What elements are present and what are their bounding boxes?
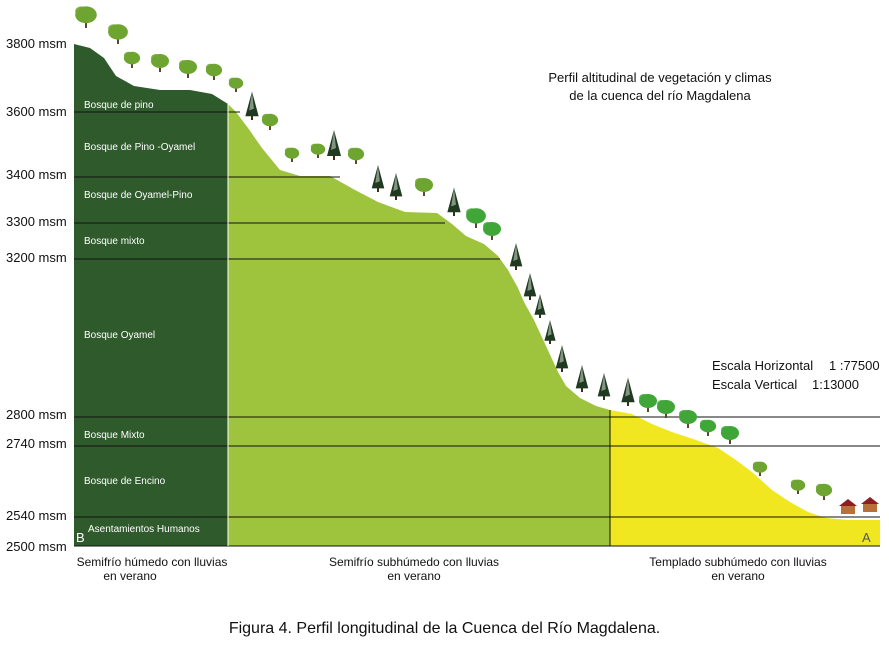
broadleaf-tree-icon <box>639 394 657 412</box>
broadleaf-tree-icon <box>790 479 806 494</box>
broadleaf-tree-icon <box>466 208 486 228</box>
title-line: de la cuenca del río Magdalena <box>569 88 751 103</box>
altitude-label: 2500 msm <box>6 539 67 554</box>
climate-label-line: Templado subhúmedo con lluvias <box>649 555 826 569</box>
broadleaf-tree-icon <box>228 77 244 92</box>
broadleaf-tree-icon <box>699 419 717 436</box>
altitude-label: 3400 msm <box>6 167 67 182</box>
broadleaf-tree-icon <box>483 222 501 240</box>
altitude-label: 3200 msm <box>6 250 67 265</box>
broadleaf-tree-icon <box>721 426 739 444</box>
zone-semifrio-subhumedo <box>228 104 610 546</box>
vegetation-label: Bosque de Oyamel-Pino <box>84 190 193 201</box>
climate-label-line: en verano <box>387 569 441 583</box>
broadleaf-tree-icon <box>261 113 279 130</box>
altitude-label: 3300 msm <box>6 214 67 229</box>
altitude-label: 2540 msm <box>6 508 67 523</box>
pine-tree-icon <box>621 377 635 406</box>
broadleaf-tree-icon <box>657 400 675 418</box>
vegetation-label: Bosque mixto <box>84 236 145 247</box>
broadleaf-tree-icon <box>815 483 833 500</box>
vegetation-label: Bosque Mixto <box>84 430 145 441</box>
vegetation-label: Asentamientos Humanos <box>88 524 200 535</box>
broadleaf-tree-icon <box>205 63 223 80</box>
horizontal-scale-value: 1 :77500 <box>829 358 880 373</box>
pine-tree-icon <box>447 187 461 216</box>
vegetation-label: Bosque de Pino -Oyamel <box>84 142 195 153</box>
pine-tree-icon <box>575 365 589 392</box>
endpoint-b-label: B <box>76 530 85 545</box>
climate-label-line: Semifrío húmedo con lluvias <box>77 555 228 569</box>
altitude-label: 2800 msm <box>6 407 67 422</box>
climate-label-line: en verano <box>711 569 765 583</box>
vegetation-trees <box>75 6 879 514</box>
pine-tree-icon <box>544 320 556 344</box>
altitude-label: 2740 msm <box>6 436 67 451</box>
horizontal-scale-label: Escala Horizontal <box>712 358 813 373</box>
altitude-labels: 3800 msm 3600 msm 3400 msm 3300 msm 3200… <box>6 36 67 554</box>
vegetation-labels: Bosque de pino Bosque de Pino -Oyamel Bo… <box>84 100 200 535</box>
pine-tree-icon <box>523 273 537 300</box>
vertical-scale-value: 1:13000 <box>812 377 859 392</box>
vegetation-label: Bosque Oyamel <box>84 330 155 341</box>
broadleaf-tree-icon <box>179 60 197 78</box>
altitude-label: 3800 msm <box>6 36 67 51</box>
pine-tree-icon <box>509 243 523 270</box>
house-icon <box>861 497 879 512</box>
pine-tree-icon <box>534 294 546 318</box>
vertical-scale-label: Escala Vertical <box>712 377 797 392</box>
pine-tree-icon <box>389 173 403 200</box>
broadleaf-tree-icon <box>752 461 768 476</box>
diagram-title: Perfil altitudinal de vegetación y clima… <box>548 70 772 103</box>
pine-tree-icon <box>327 130 341 160</box>
broadleaf-tree-icon <box>75 6 97 28</box>
altitude-label: 3600 msm <box>6 104 67 119</box>
broadleaf-tree-icon <box>679 410 697 428</box>
zone-semifrio-humedo <box>74 44 228 546</box>
broadleaf-tree-icon <box>123 51 141 68</box>
endpoint-a-label: A <box>862 530 871 545</box>
broadleaf-tree-icon <box>310 143 326 158</box>
climate-label-line: en verano <box>103 569 157 583</box>
altitudinal-profile-diagram: 3800 msm 3600 msm 3400 msm 3300 msm 3200… <box>6 6 880 583</box>
house-icon <box>839 499 857 514</box>
vegetation-label: Bosque de Encino <box>84 476 166 487</box>
broadleaf-tree-icon <box>415 178 433 196</box>
broadleaf-tree-icon <box>284 147 300 162</box>
title-line: Perfil altitudinal de vegetación y clima… <box>548 70 772 85</box>
pine-tree-icon <box>245 91 259 120</box>
pine-tree-icon <box>555 345 569 372</box>
pine-tree-icon <box>597 373 611 400</box>
altitude-lines <box>74 104 880 547</box>
climate-zones <box>74 44 880 546</box>
figure-caption: Figura 4. Perfil longitudinal de la Cuen… <box>228 620 661 637</box>
vegetation-label: Bosque de pino <box>84 100 154 111</box>
broadleaf-tree-icon <box>347 147 365 164</box>
climate-labels: Semifrío húmedo con lluvias en verano Se… <box>77 555 827 583</box>
pine-tree-icon <box>371 165 385 192</box>
zone-templado-subhumedo <box>610 410 880 546</box>
climate-label-line: Semifrío subhúmedo con lluvias <box>329 555 499 569</box>
broadleaf-tree-icon <box>108 24 128 44</box>
broadleaf-tree-icon <box>151 54 169 72</box>
scale-legend: Escala Horizontal 1 :77500 Escala Vertic… <box>712 358 880 392</box>
